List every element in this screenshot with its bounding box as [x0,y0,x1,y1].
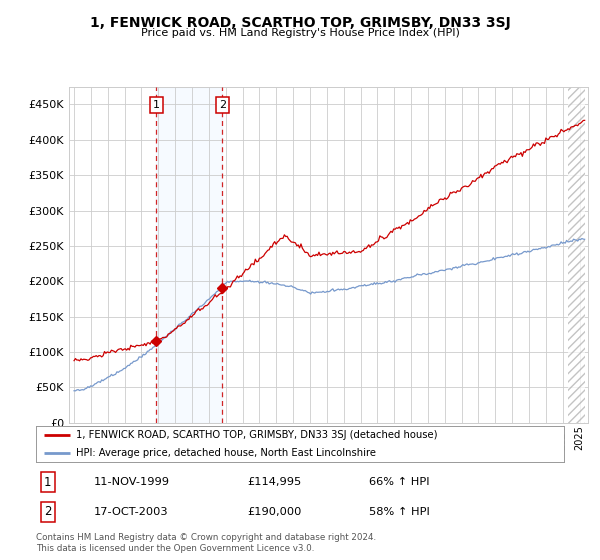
Text: Contains HM Land Registry data © Crown copyright and database right 2024.
This d: Contains HM Land Registry data © Crown c… [36,533,376,553]
Text: 66% ↑ HPI: 66% ↑ HPI [368,477,429,487]
Text: 2: 2 [44,505,52,519]
Text: £190,000: £190,000 [247,507,302,517]
Bar [156,87,223,423]
Text: 17-OCT-2003: 17-OCT-2003 [94,507,169,517]
Text: 1: 1 [44,475,52,489]
Text: 1, FENWICK ROAD, SCARTHO TOP, GRIMSBY, DN33 3SJ: 1, FENWICK ROAD, SCARTHO TOP, GRIMSBY, D… [89,16,511,30]
Text: Price paid vs. HM Land Registry's House Price Index (HPI): Price paid vs. HM Land Registry's House … [140,28,460,38]
Text: 2: 2 [219,100,226,110]
Text: 1: 1 [152,100,160,110]
Text: 11-NOV-1999: 11-NOV-1999 [94,477,170,487]
Text: £114,995: £114,995 [247,477,301,487]
Text: HPI: Average price, detached house, North East Lincolnshire: HPI: Average price, detached house, Nort… [76,448,376,458]
Text: 1, FENWICK ROAD, SCARTHO TOP, GRIMSBY, DN33 3SJ (detached house): 1, FENWICK ROAD, SCARTHO TOP, GRIMSBY, D… [76,431,437,440]
Text: 58% ↑ HPI: 58% ↑ HPI [368,507,430,517]
